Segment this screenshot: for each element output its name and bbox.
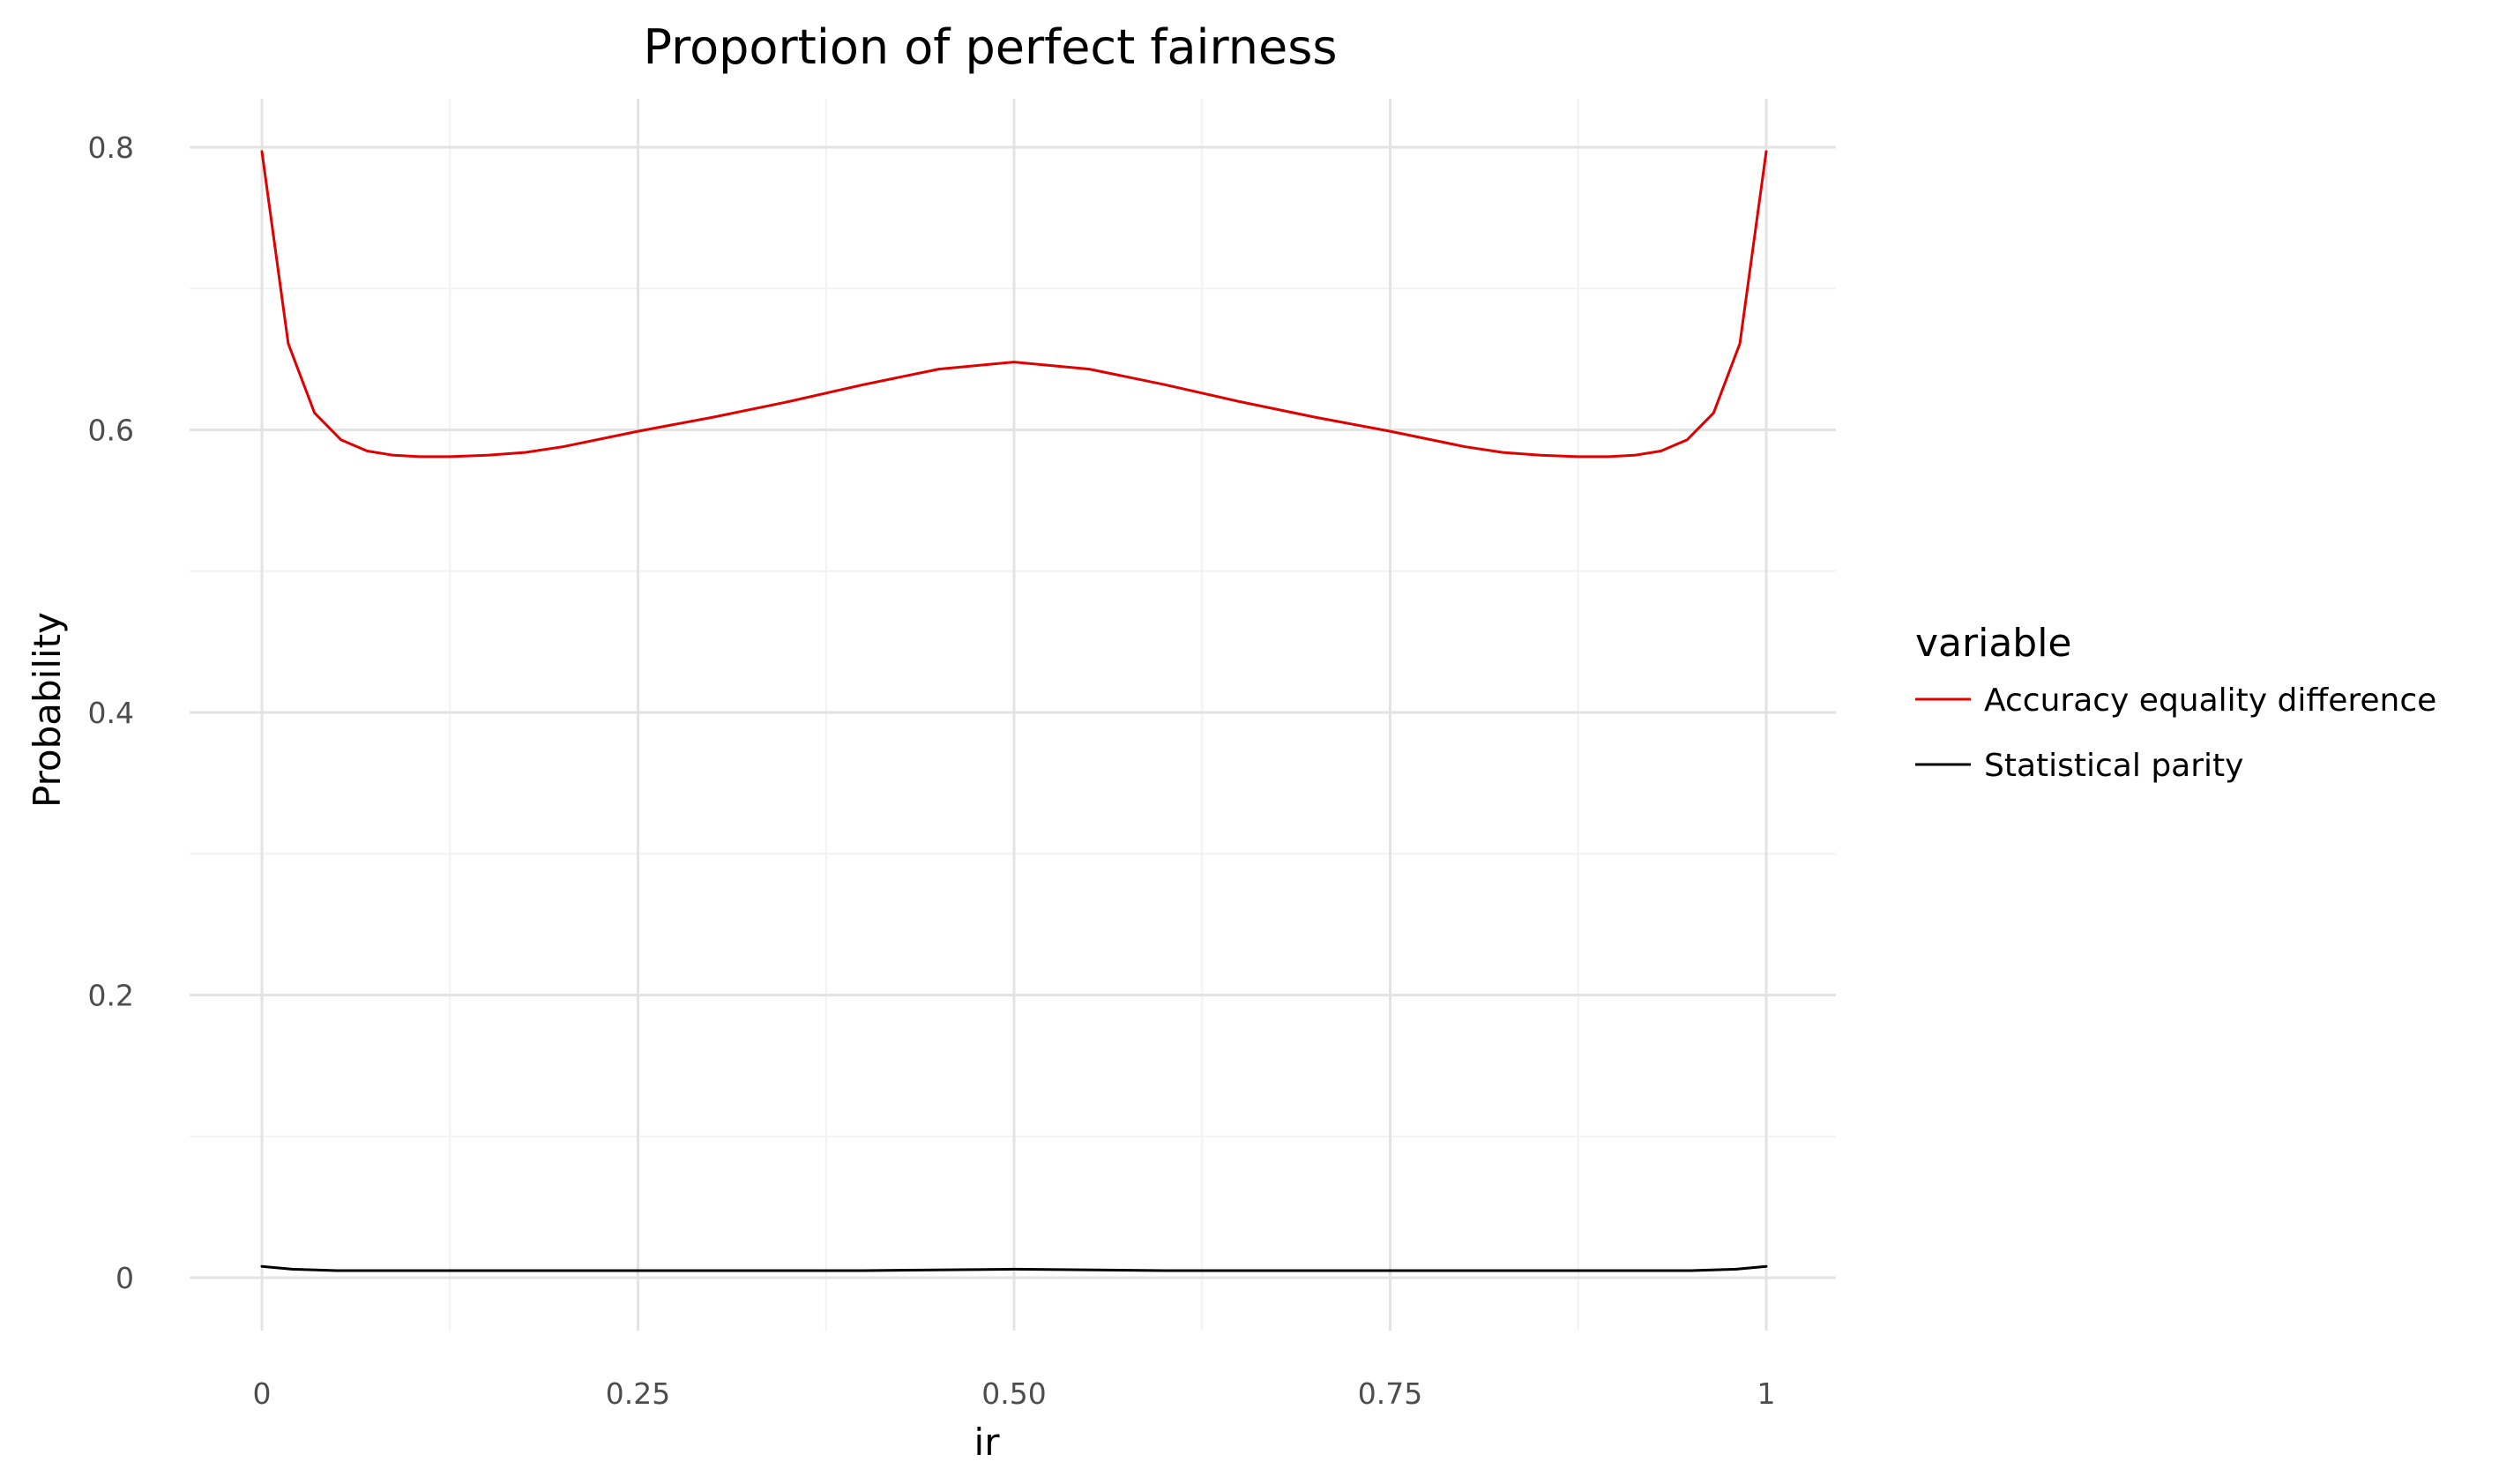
y-axis-ticks: 0 0.2 0.4 0.6 0.8 (88, 131, 134, 1295)
x-tick-label: 0.25 (606, 1376, 670, 1411)
x-tick-label: 0.50 (981, 1376, 1046, 1411)
legend-title: variable (1915, 621, 2072, 666)
series-line-statistical-parity (260, 1264, 1768, 1272)
y-tick-label: 0.8 (88, 131, 134, 165)
series-layer (260, 150, 1768, 1272)
legend: variable Accuracy equality difference St… (1915, 621, 2436, 784)
legend-item: Statistical parity (1915, 748, 2243, 784)
y-tick-label: 0.2 (88, 979, 134, 1013)
legend-label-accuracy-equality-difference: Accuracy equality difference (1984, 682, 2436, 719)
y-tick-label: 0 (116, 1261, 134, 1295)
y-tick-label: 0.6 (88, 414, 134, 448)
x-axis-title: ir (974, 1421, 1001, 1464)
chart-title: Proportion of perfect fairness (643, 19, 1337, 75)
x-tick-label: 0 (253, 1376, 272, 1411)
series-line-accuracy-equality-difference (260, 150, 1768, 459)
y-tick-label: 0.4 (88, 696, 134, 730)
y-axis-title: Probability (26, 612, 69, 808)
legend-item: Accuracy equality difference (1915, 682, 2436, 719)
x-tick-label: 0.75 (1358, 1376, 1422, 1411)
x-axis-ticks: 0 0.25 0.50 0.75 1 (253, 1376, 1776, 1411)
major-gridlines (190, 99, 1836, 1331)
legend-label-statistical-parity: Statistical parity (1984, 748, 2243, 784)
x-tick-label: 1 (1757, 1376, 1776, 1411)
